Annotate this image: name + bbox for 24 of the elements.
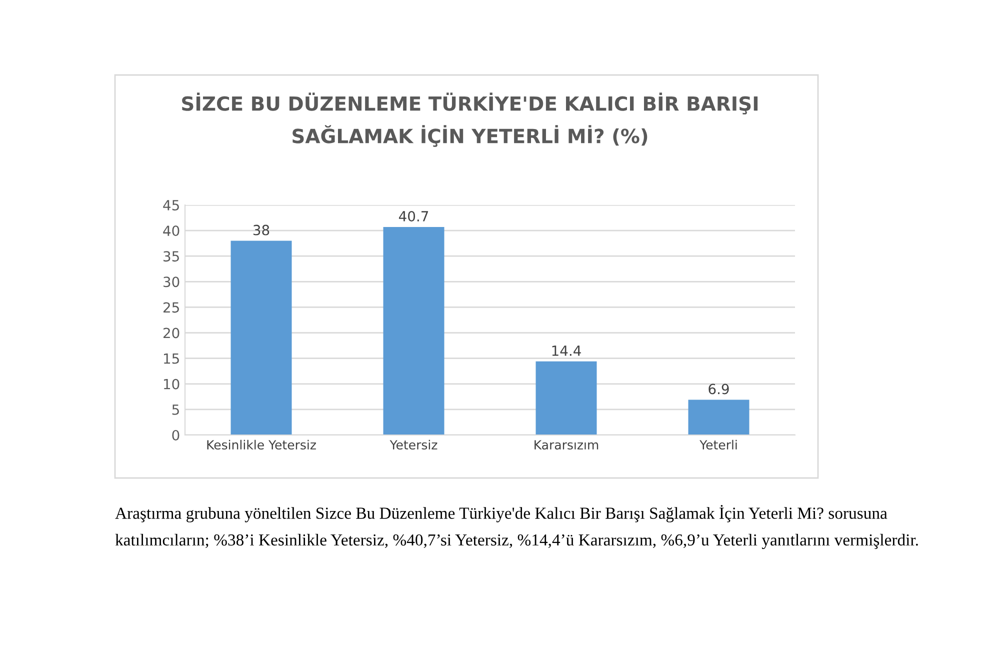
y-tick-label: 10 [164, 378, 180, 390]
chart-title: SİZCE BU DÜZENLEME TÜRKİYE'DE KALICI BİR BARIŞI SAĞLAMAK İÇİN YETERLİ Mİ? (%) [182, 92, 758, 147]
y-tick-label: 25 [163, 302, 179, 313]
x-tick-label: Yetersiz [390, 440, 438, 450]
data-label: 6.9 [708, 384, 729, 394]
x-tick-label: Yeterli [700, 440, 737, 450]
bar [383, 226, 444, 435]
y-tick-label: 0 [172, 430, 180, 440]
x-tick-label: Kararsızım [534, 440, 598, 450]
y-tick-label: 20 [163, 328, 180, 338]
bar [536, 361, 597, 435]
text: Araştırma grubuna yöneltilen Sizce Bu Düzenleme Türkiye'de Kalıcı Bir Barışı Sağlamak İçin Yeterli Mi? sorusuna katılımcıların; %38’i Kesinlikle Yetersiz, %40,7’si Yetersiz, %14,4’ü Kararsızım, %6,9’u Yeterli yanıtlarını vermişlerdir. [115, 505, 918, 550]
bar [688, 400, 750, 435]
x-tick-label: Kesinlikle Yetersiz [207, 440, 316, 450]
data-label: 38 [253, 224, 270, 236]
data-label: 14.4 [552, 346, 581, 356]
y-tick-label: 30 [164, 276, 180, 288]
bar [230, 240, 292, 435]
data-label: 40.7 [398, 211, 428, 222]
y-tick-label: 5 [172, 404, 179, 415]
y-tick-label: 45 [163, 200, 179, 210]
y-tick-label: 40 [163, 226, 180, 236]
y-tick-label: 35 [164, 251, 179, 262]
y-tick-label: 15 [164, 353, 179, 364]
